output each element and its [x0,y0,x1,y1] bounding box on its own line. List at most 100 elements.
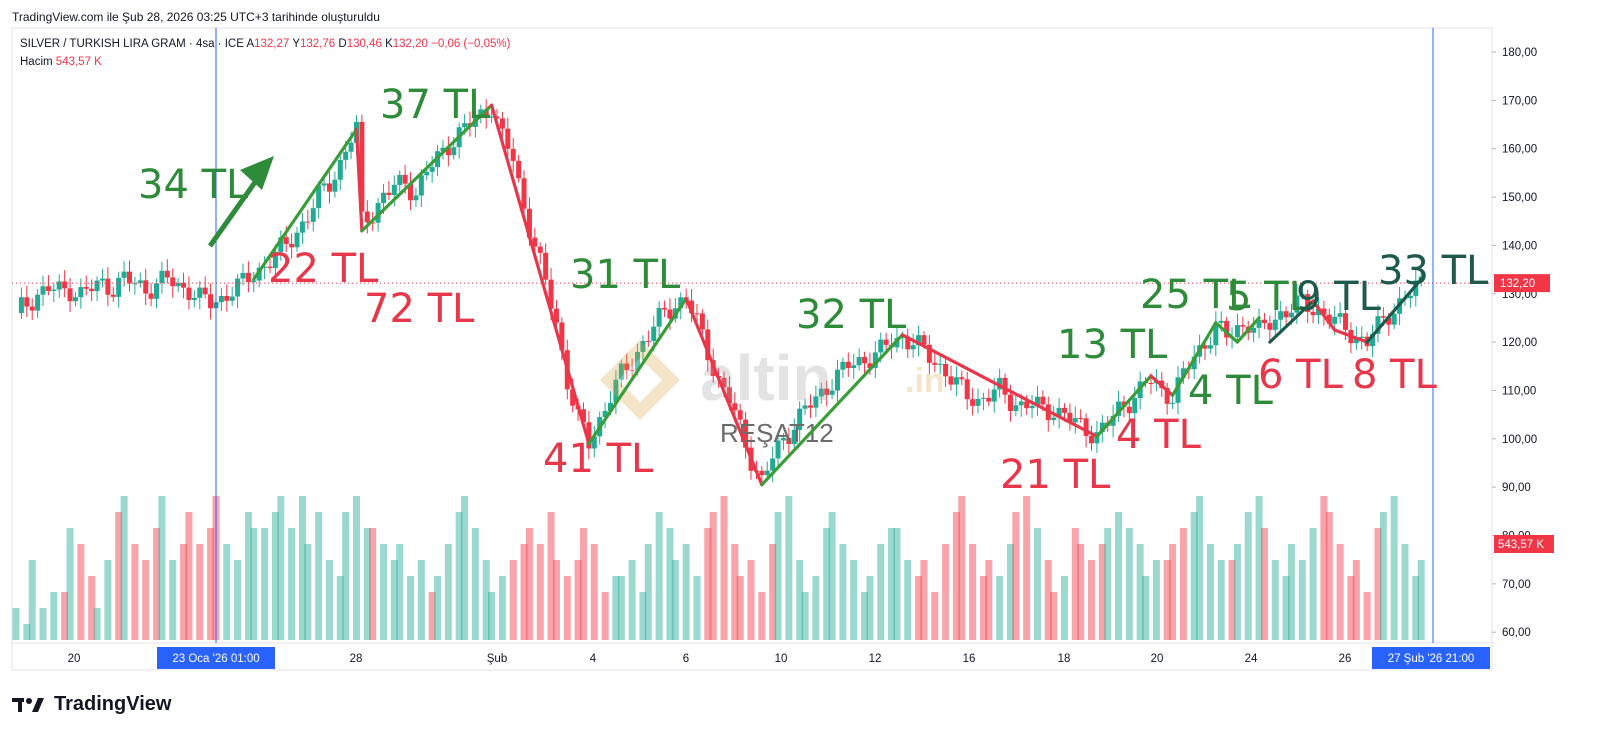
candle-body [570,389,576,406]
volume-bar [1287,544,1295,640]
candle-body [397,174,403,186]
candle-body [991,389,997,402]
volume-bar [969,544,977,640]
candle-body [1299,294,1305,296]
candle-body [1067,412,1073,423]
volume-bar [1320,496,1328,640]
volume-bar [1104,528,1112,640]
volume-bar [1282,576,1290,640]
volume-bar [904,560,912,640]
candle-body [413,195,419,201]
volume-bar [185,512,193,640]
candle-body [1283,311,1289,318]
brand-name: TradingView [54,693,172,715]
candle-body [618,363,624,380]
y-tick-label: 70,00 [1502,579,1531,591]
candle-body [110,294,116,297]
candle-body [137,280,143,284]
candle-body [737,410,743,420]
open-value: 132,27 [254,38,290,50]
volume-bar [709,512,717,640]
last-price-badge-label: 132,20 [1500,278,1535,290]
candle-body [586,422,592,449]
candle-body [337,159,343,180]
tradingview-brand[interactable]: TradingView [12,693,171,716]
candle-body [797,408,803,430]
volume-bar [579,528,587,640]
candle-body [186,287,192,300]
candle-body [381,192,387,204]
volume-bar [104,560,112,640]
candle-body [748,447,754,471]
candle-body [867,363,873,368]
candle-body [224,295,230,301]
candle-body [1034,396,1040,406]
volume-series [12,496,1425,640]
x-tick-label: 20 [1151,653,1164,665]
volume-bar [1363,592,1371,640]
candle-body [1251,327,1257,333]
volume-bar [1379,512,1387,640]
swing-line [1235,316,1261,344]
volume-bar [1228,560,1236,640]
volume-bar [601,592,609,640]
volume-bar [461,496,469,640]
candle-body [824,388,830,395]
volume-bar [1125,528,1133,640]
volume-bar [77,544,85,640]
swing-line [684,296,764,487]
candle-body [1278,311,1284,320]
low-value: 130,46 [346,38,382,50]
candle-body [851,365,857,369]
volume-bar [1336,544,1344,640]
volume-bar [547,512,555,640]
volume-bar [396,544,404,640]
candle-body [1213,322,1219,346]
volume-bar [1412,576,1420,640]
candle-body [683,297,689,301]
candle-body [937,363,943,365]
candle-body [1229,337,1235,339]
volume-bar [1417,560,1425,640]
candle-body [640,340,646,352]
symbol-title[interactable]: SILVER / TURKISH LIRA GRAM · 4sa · ICE [20,38,244,50]
volume-bar [1190,512,1198,640]
candle-body [678,297,684,309]
candle-body [548,279,554,309]
volume-bar [196,544,204,640]
y-tick-label: 120,00 [1502,337,1537,349]
candle-body [1132,398,1138,414]
volume-bar [931,592,939,640]
volume-bar [1309,528,1317,640]
candle-body [1094,432,1100,444]
candle-body [597,417,603,437]
candle-body [516,160,522,179]
candle-body [1310,311,1316,316]
x-tick-highlight-bg [1372,647,1490,669]
candle-body [1370,333,1376,347]
volume-bar [1271,560,1279,640]
candle-body [1051,417,1057,421]
tradingview-logo-icon [12,697,44,712]
volume-bar [520,544,528,640]
candle-body [1234,325,1240,338]
volume-bar [774,512,782,640]
swing-label: 32 TL [796,292,907,338]
volume-bar [979,576,987,640]
candle-body [1116,401,1122,416]
candle-body [499,118,505,129]
y-tick-label: 80,00 [1502,531,1531,543]
volume-bar [590,544,598,640]
candle-body [862,356,868,364]
volume-bar [298,496,306,640]
candle-body [489,116,495,118]
swing-label: 8 TL [1352,352,1438,398]
swing-line [587,296,688,446]
candle-body [445,147,451,156]
candle-body [1332,316,1338,324]
candle-body [1007,394,1013,411]
candle-body [980,397,986,399]
trend-arrow-head [240,156,274,190]
swing-label: 31 TL [570,252,681,298]
